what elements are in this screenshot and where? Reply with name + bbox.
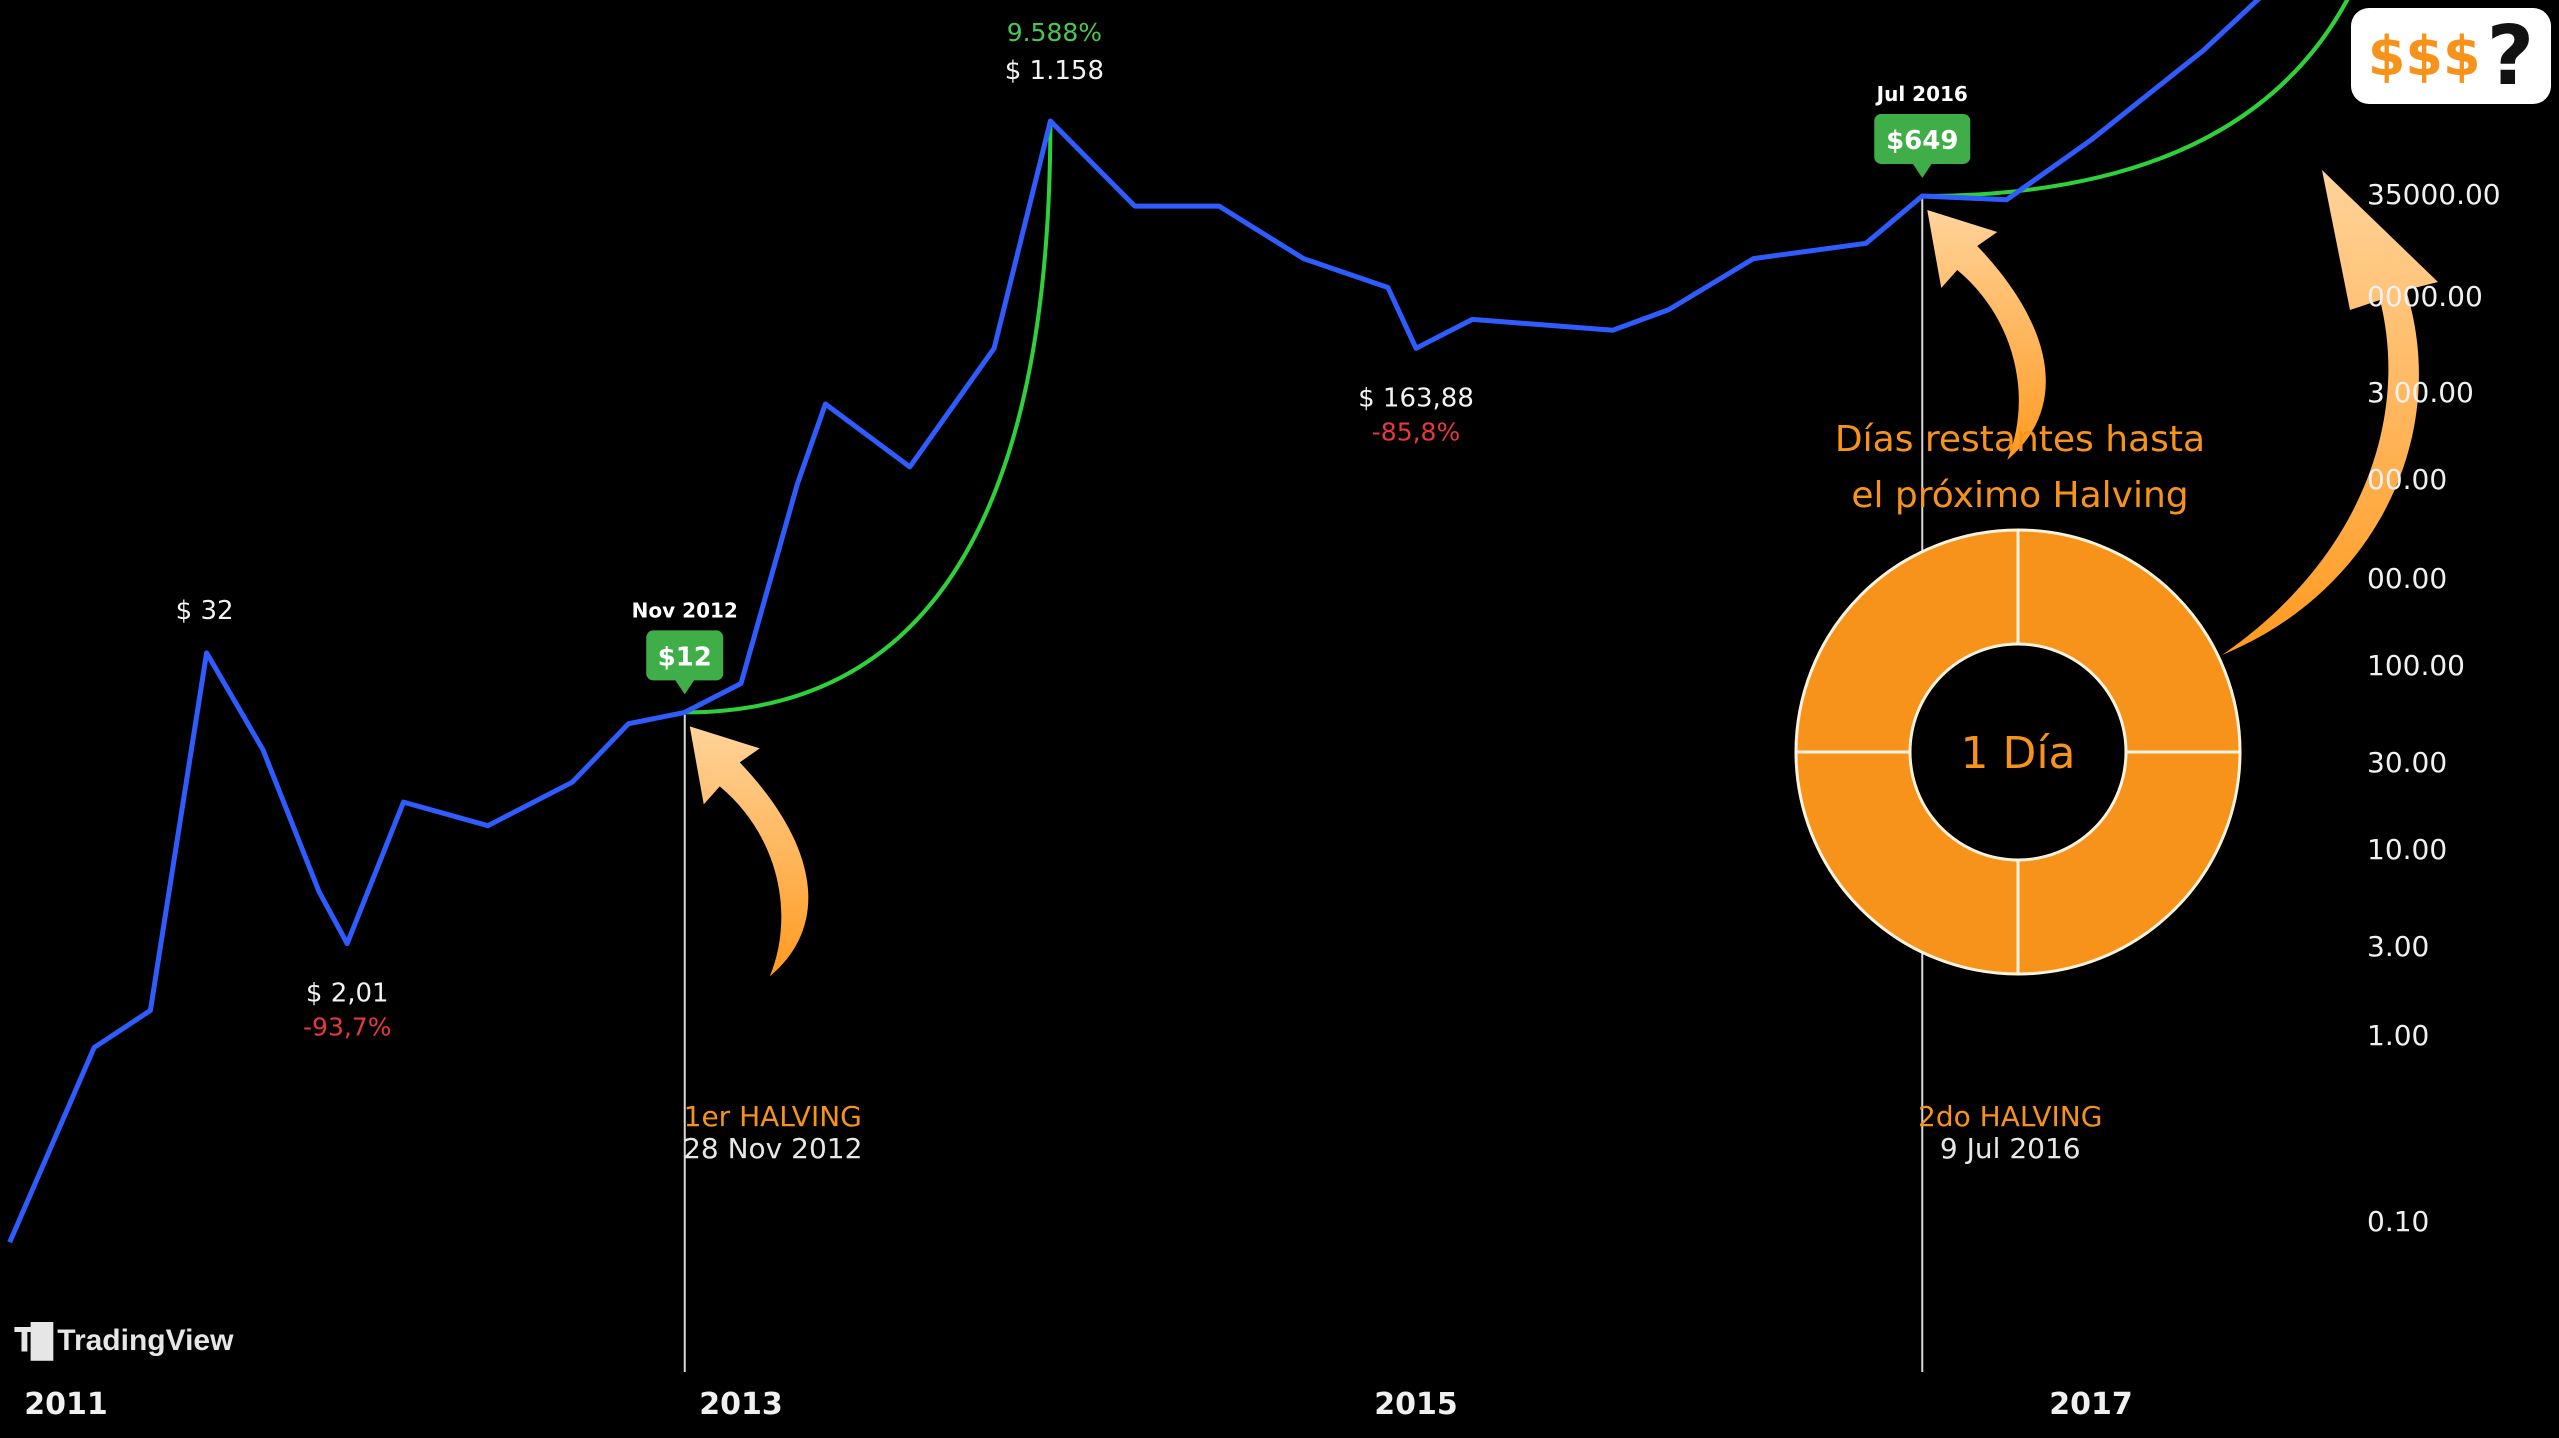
arrow-icon bbox=[1927, 209, 2046, 460]
countdown-title-line1: Días restantes hasta bbox=[1834, 419, 2206, 460]
badge-dollars: $$$ bbox=[2367, 24, 2481, 88]
countdown-donut: 1 Día bbox=[1794, 528, 2242, 976]
y-tick-label: 0000.00 bbox=[2367, 280, 2483, 313]
y-tick-label: 100.00 bbox=[2367, 649, 2465, 682]
peak-price-label: $ 1.158 bbox=[1005, 56, 1104, 86]
countdown-value: 1 Día bbox=[1960, 728, 2075, 779]
halving-date: 9 Jul 2016 bbox=[1940, 1132, 2081, 1165]
bottom-pct-label: -85,8% bbox=[1372, 417, 1460, 446]
y-tick-label: 00.00 bbox=[2367, 463, 2447, 496]
x-tick-label: 2015 bbox=[1374, 1387, 1458, 1422]
countdown-title-line2: el próximo Halving bbox=[1851, 475, 2189, 516]
bottom-price-label: $ 163,88 bbox=[1358, 383, 1474, 413]
y-tick-label: 0.10 bbox=[2367, 1205, 2429, 1238]
peak-price-label: $ 32 bbox=[176, 596, 234, 626]
halving-badge-date: Nov 2012 bbox=[632, 598, 738, 622]
tradingview-logo-icon: 𝐓█ bbox=[14, 1322, 53, 1358]
halving-price-badge: $649 bbox=[1874, 113, 1971, 178]
countdown-title: Días restantes hasta el próximo Halving bbox=[1780, 412, 2260, 524]
halving-price-badge-text: $649 bbox=[1886, 126, 1958, 156]
arrow-icon bbox=[689, 726, 809, 977]
x-tick-label: 2013 bbox=[699, 1387, 783, 1422]
tradingview-watermark: 𝐓█ TradingView bbox=[14, 1322, 233, 1360]
halving-date: 28 Nov 2012 bbox=[683, 1132, 862, 1165]
bottom-price-label: $ 2,01 bbox=[306, 979, 389, 1009]
halving-label: 2do HALVING bbox=[1918, 1100, 2102, 1133]
tradingview-text: TradingView bbox=[57, 1324, 234, 1357]
x-tick-label: 2011 bbox=[24, 1387, 108, 1422]
y-tick-label: 1.00 bbox=[2367, 1019, 2429, 1052]
halving-label: 1er HALVING bbox=[684, 1100, 862, 1133]
badge-question: ? bbox=[2486, 8, 2535, 104]
arrow-icon bbox=[2222, 170, 2438, 655]
growth-curve bbox=[684, 121, 1053, 715]
y-tick-label: 10.00 bbox=[2367, 833, 2447, 866]
price-line bbox=[7, 0, 2262, 1244]
y-tick-label: 30.00 bbox=[2367, 746, 2447, 779]
growth-curve bbox=[1922, 0, 2350, 198]
x-tick-label: 2017 bbox=[2049, 1387, 2133, 1422]
dollar-question-badge: $$$ ? bbox=[2351, 8, 2551, 104]
peak-pct-label: 9.588% bbox=[1007, 18, 1102, 47]
halving-badge-date: Jul 2016 bbox=[1875, 82, 1968, 106]
halving-price-badge-text: $12 bbox=[658, 642, 712, 672]
y-tick-label: 3.00 bbox=[2367, 930, 2429, 963]
halving-price-badge: $12 bbox=[646, 630, 724, 695]
y-tick-label: 35000.00 bbox=[2367, 178, 2501, 211]
y-tick-label: 3 00.00 bbox=[2367, 376, 2474, 409]
y-tick-label: 00.00 bbox=[2367, 562, 2447, 595]
bottom-pct-label: -93,7% bbox=[303, 1013, 391, 1042]
